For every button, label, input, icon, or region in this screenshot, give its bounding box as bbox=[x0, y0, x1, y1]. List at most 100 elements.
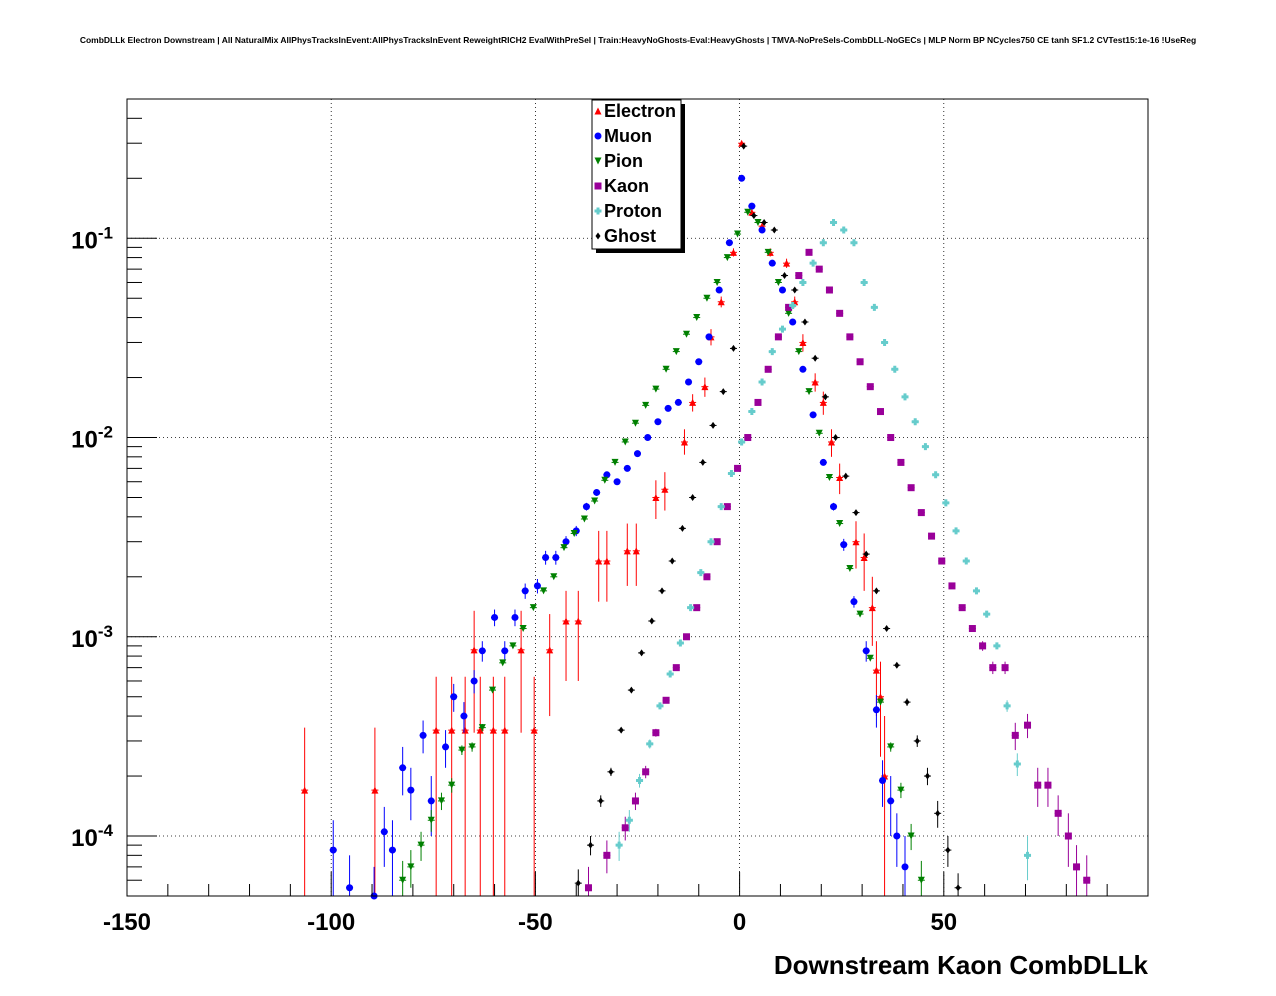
y-tick-label: 10-1 bbox=[71, 223, 113, 254]
data-point-marker bbox=[680, 438, 688, 446]
data-point-marker bbox=[654, 418, 662, 426]
data-point-marker bbox=[799, 338, 807, 346]
data-point-marker bbox=[723, 254, 731, 262]
data-point-marker bbox=[659, 587, 665, 595]
data-point-marker bbox=[972, 587, 980, 595]
data-point-marker bbox=[603, 851, 611, 859]
data-point-marker bbox=[901, 393, 909, 401]
data-point-marker bbox=[388, 846, 396, 854]
data-point-marker bbox=[921, 443, 929, 451]
data-point-marker bbox=[764, 248, 772, 256]
data-point-marker bbox=[720, 388, 726, 396]
data-point bbox=[582, 502, 590, 511]
data-point-marker bbox=[695, 358, 703, 366]
data-point bbox=[652, 728, 660, 737]
data-point bbox=[795, 348, 803, 356]
data-point bbox=[346, 855, 354, 896]
data-point bbox=[476, 676, 484, 896]
data-point-marker bbox=[928, 532, 936, 540]
data-layer bbox=[301, 139, 1091, 900]
data-point bbox=[631, 792, 639, 811]
data-point bbox=[407, 850, 415, 888]
data-point bbox=[774, 333, 782, 341]
data-point-marker bbox=[830, 503, 838, 511]
data-point-marker bbox=[478, 724, 486, 732]
data-point-marker bbox=[887, 797, 895, 805]
data-point bbox=[799, 278, 807, 286]
x-axis-title: Downstream Kaon CombDLLk bbox=[774, 950, 1149, 980]
data-point-marker bbox=[901, 863, 909, 871]
data-point-marker bbox=[983, 610, 991, 618]
data-point bbox=[662, 696, 670, 704]
data-point bbox=[713, 278, 721, 286]
data-point bbox=[830, 502, 838, 511]
x-tick-label: -150 bbox=[103, 909, 151, 936]
data-point-marker bbox=[799, 365, 807, 373]
data-point bbox=[809, 259, 817, 267]
data-point-marker bbox=[584, 884, 592, 892]
data-point-marker bbox=[872, 666, 880, 674]
data-point bbox=[642, 765, 650, 779]
data-point-marker bbox=[958, 604, 966, 612]
data-point-marker bbox=[550, 573, 558, 581]
data-point-marker bbox=[850, 239, 858, 247]
data-point-marker bbox=[460, 712, 468, 720]
data-point bbox=[876, 408, 884, 416]
data-point bbox=[842, 472, 850, 480]
data-point bbox=[613, 478, 621, 486]
data-point-marker bbox=[868, 604, 876, 612]
data-point-marker bbox=[595, 232, 601, 240]
data-point bbox=[846, 333, 854, 341]
legend-entry-proton: Proton bbox=[594, 201, 662, 221]
data-point bbox=[580, 515, 588, 523]
data-point bbox=[791, 286, 799, 294]
data-point bbox=[656, 702, 664, 710]
data-point bbox=[887, 742, 895, 752]
data-point-marker bbox=[979, 642, 987, 650]
data-point-marker bbox=[461, 726, 469, 734]
data-point-marker bbox=[652, 729, 660, 737]
x-tick-label: 50 bbox=[930, 909, 957, 936]
data-point-marker bbox=[631, 419, 639, 427]
legend-entry-kaon: Kaon bbox=[594, 176, 649, 196]
data-point-marker bbox=[707, 538, 715, 546]
data-point-marker bbox=[846, 333, 854, 341]
data-point-marker bbox=[856, 610, 864, 618]
data-point-marker bbox=[836, 474, 844, 482]
data-point-marker bbox=[884, 625, 890, 633]
data-point bbox=[470, 670, 478, 694]
data-point-marker bbox=[407, 786, 415, 794]
data-point bbox=[715, 286, 723, 294]
data-point-marker bbox=[897, 786, 905, 794]
data-point-marker bbox=[710, 421, 716, 429]
data-point bbox=[705, 333, 713, 341]
data-point-marker bbox=[533, 582, 541, 590]
data-point-marker bbox=[669, 557, 675, 565]
data-point bbox=[697, 569, 705, 577]
legend-label: Proton bbox=[604, 201, 662, 221]
data-point-marker bbox=[863, 550, 869, 558]
data-point-marker bbox=[887, 434, 895, 442]
data-point bbox=[699, 458, 707, 466]
data-point-marker bbox=[700, 458, 706, 466]
data-point bbox=[805, 248, 813, 256]
data-point-marker bbox=[911, 418, 919, 426]
data-point bbox=[734, 464, 742, 472]
data-point bbox=[821, 393, 829, 401]
data-point bbox=[1083, 855, 1091, 896]
data-point-marker bbox=[836, 520, 844, 528]
data-point-marker bbox=[774, 278, 782, 286]
chart-title: CombDLLk Electron Downstream | All Natur… bbox=[80, 35, 1196, 45]
data-point-marker bbox=[866, 654, 874, 662]
data-point bbox=[907, 823, 915, 851]
data-point-marker bbox=[621, 824, 629, 832]
data-point-marker bbox=[1011, 731, 1019, 739]
data-point bbox=[868, 576, 876, 646]
data-point bbox=[850, 239, 858, 247]
data-point bbox=[893, 813, 901, 867]
data-point-marker bbox=[758, 378, 766, 386]
data-point bbox=[709, 421, 717, 429]
series-muon bbox=[329, 174, 909, 900]
data-point-marker bbox=[685, 378, 693, 386]
data-point bbox=[407, 767, 415, 821]
